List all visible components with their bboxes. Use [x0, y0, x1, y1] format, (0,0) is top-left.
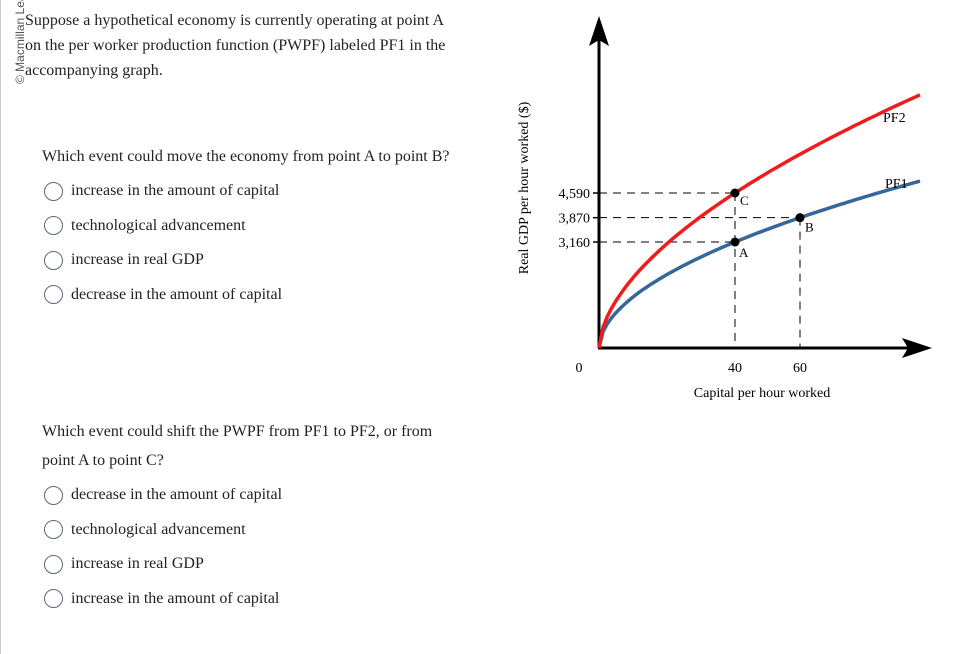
q2-option-increase-real-gdp[interactable]: increase in real GDP	[44, 547, 462, 582]
x-axis-arrow	[902, 338, 932, 358]
radio-button[interactable]	[44, 485, 63, 505]
q1-option-increase-capital[interactable]: increase in the amount of capital	[44, 174, 462, 209]
point-b	[795, 213, 805, 223]
question-2: Which event could shift the PWPF from PF…	[42, 417, 462, 616]
intro-text: Suppose a hypothetical economy is curren…	[25, 12, 446, 79]
option-label: increase in real GDP	[71, 555, 204, 573]
x-tick-label-60: 60	[793, 361, 807, 376]
y-tick-label-3870: 3,870	[559, 212, 591, 227]
radio-button[interactable]	[44, 285, 63, 305]
pf1-label: PF1	[885, 177, 908, 192]
point-c-label: C	[740, 193, 749, 208]
question-1: Which event could move the economy from …	[42, 142, 462, 312]
question-2-text: Which event could shift the PWPF from PF…	[42, 423, 433, 469]
radio-button[interactable]	[44, 589, 63, 609]
point-a-label: A	[739, 245, 749, 260]
origin-label: 0	[576, 361, 583, 376]
y-axis-arrow	[589, 16, 609, 46]
pf1-curve	[597, 179, 921, 349]
left-border	[0, 0, 1, 654]
x-tick-label-40: 40	[728, 361, 742, 376]
production-function-graph: Real GDP per hour worked ($) Capital per…	[517, 16, 932, 401]
option-label: decrease in the amount of capital	[71, 285, 283, 303]
option-label: decrease in the amount of capital	[71, 486, 283, 504]
option-label: increase in the amount of capital	[71, 182, 280, 200]
option-label: increase in the amount of capital	[71, 589, 280, 607]
q2-option-decrease-capital[interactable]: decrease in the amount of capital	[44, 478, 462, 513]
question-1-text: Which event could move the economy from …	[42, 148, 450, 165]
point-c	[730, 188, 740, 198]
radio-button[interactable]	[44, 554, 63, 574]
q2-option-increase-capital[interactable]: increase in the amount of capital	[44, 582, 462, 617]
point-a	[730, 237, 740, 247]
point-b-label: B	[805, 220, 814, 235]
q1-option-technological-advancement[interactable]: technological advancement	[44, 209, 462, 244]
q1-option-decrease-capital[interactable]: decrease in the amount of capital	[44, 278, 462, 313]
y-tick-label-3160: 3,160	[559, 236, 591, 251]
pf2-curve	[597, 93, 921, 349]
x-axis-label: Capital per hour worked	[694, 386, 830, 401]
radio-button[interactable]	[44, 216, 63, 236]
pf2-label: PF2	[883, 111, 906, 126]
radio-button[interactable]	[44, 520, 63, 540]
y-axis-label: Real GDP per hour worked ($)	[517, 101, 532, 274]
option-label: technological advancement	[71, 520, 246, 538]
option-label: increase in real GDP	[71, 251, 204, 269]
q2-option-technological-advancement[interactable]: technological advancement	[44, 513, 462, 548]
radio-button[interactable]	[44, 181, 63, 201]
radio-button[interactable]	[44, 250, 63, 270]
option-label: technological advancement	[71, 216, 246, 234]
q1-option-increase-real-gdp[interactable]: increase in real GDP	[44, 243, 462, 278]
y-tick-label-4590: 4,590	[559, 187, 591, 202]
